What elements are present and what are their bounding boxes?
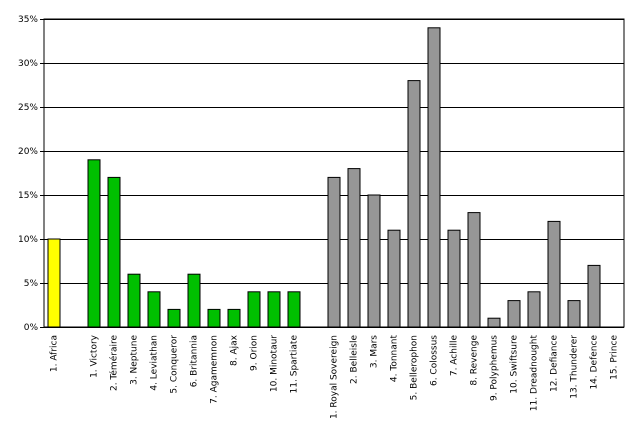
- bar: [387, 229, 401, 328]
- x-tick-label: 13. Thunderer: [570, 335, 580, 399]
- bar: [467, 212, 481, 328]
- bar: [187, 273, 201, 328]
- bar: [207, 308, 221, 328]
- bar: [47, 238, 61, 328]
- y-tick-label: 35%: [18, 15, 38, 25]
- x-tick-label: 15. Prince: [610, 335, 620, 380]
- x-tick-label: 3. Neptune: [130, 335, 140, 385]
- bar: [147, 291, 161, 328]
- x-tick-label: 5. Bellerophon: [410, 335, 420, 400]
- x-tick-label: 12. Defiance: [550, 335, 560, 392]
- x-tick-label: 11. Dreadnought: [530, 335, 540, 412]
- x-tick-label: 1. Africa: [50, 335, 60, 372]
- y-tick-label: 30%: [18, 59, 38, 69]
- bar: [287, 291, 301, 328]
- bar: [347, 168, 361, 328]
- x-tick-label: 11. Spartiate: [290, 335, 300, 394]
- bar: [527, 291, 541, 328]
- bar: [267, 291, 281, 328]
- bar: [447, 229, 461, 328]
- bar: [487, 317, 501, 328]
- y-tick-label: 15%: [18, 191, 38, 201]
- y-tick-label: 25%: [18, 103, 38, 113]
- y-tick-label: 20%: [18, 147, 38, 157]
- x-tick-label: 10. Swiftsure: [510, 335, 520, 394]
- y-tick-label: 10%: [18, 235, 38, 245]
- y-tick-label: 5%: [24, 279, 39, 289]
- bar: [87, 159, 101, 328]
- bar: [507, 300, 521, 328]
- bar: [107, 176, 121, 328]
- bar: [567, 300, 581, 328]
- x-tick-label: 7. Agamemnon: [210, 335, 220, 404]
- bar: [227, 308, 241, 328]
- x-tick-label: 2. Téméraire: [109, 335, 120, 391]
- x-tick-label: 9. Orion: [250, 335, 260, 371]
- x-tick-label: 2. Belleisle: [350, 335, 360, 384]
- x-tick-label: 9. Polyphemus: [490, 335, 500, 401]
- x-tick-label: 8. Revenge: [470, 335, 480, 386]
- x-tick-label: 1. Royal Sovereign: [330, 335, 340, 419]
- x-tick-label: 6. Colossus: [430, 335, 440, 386]
- bar: [427, 27, 441, 328]
- bar: [367, 194, 381, 328]
- y-tick-label: 0%: [24, 323, 39, 333]
- bar: [167, 308, 181, 328]
- x-tick-label: 10. Minotaur: [270, 335, 280, 392]
- x-tick-label: 5. Conqueror: [170, 335, 180, 394]
- bar: [407, 80, 421, 328]
- x-tick-label: 4. Leviathan: [150, 335, 160, 391]
- bar: [587, 264, 601, 328]
- x-tick-label: 14. Defence: [590, 335, 600, 390]
- x-tick-label: 8. Ajax: [230, 334, 240, 366]
- x-tick-label: 1. Victory: [90, 334, 100, 378]
- x-tick-label: 3. Mars: [370, 335, 380, 368]
- x-tick-label: 4. Tonnant: [390, 335, 400, 383]
- bar: [247, 291, 261, 328]
- bar: [327, 176, 341, 328]
- x-tick-label: 7. Achille: [450, 335, 460, 377]
- x-tick-label: 6. Britannia: [190, 335, 200, 387]
- bar: [127, 273, 141, 328]
- bar: [547, 220, 561, 328]
